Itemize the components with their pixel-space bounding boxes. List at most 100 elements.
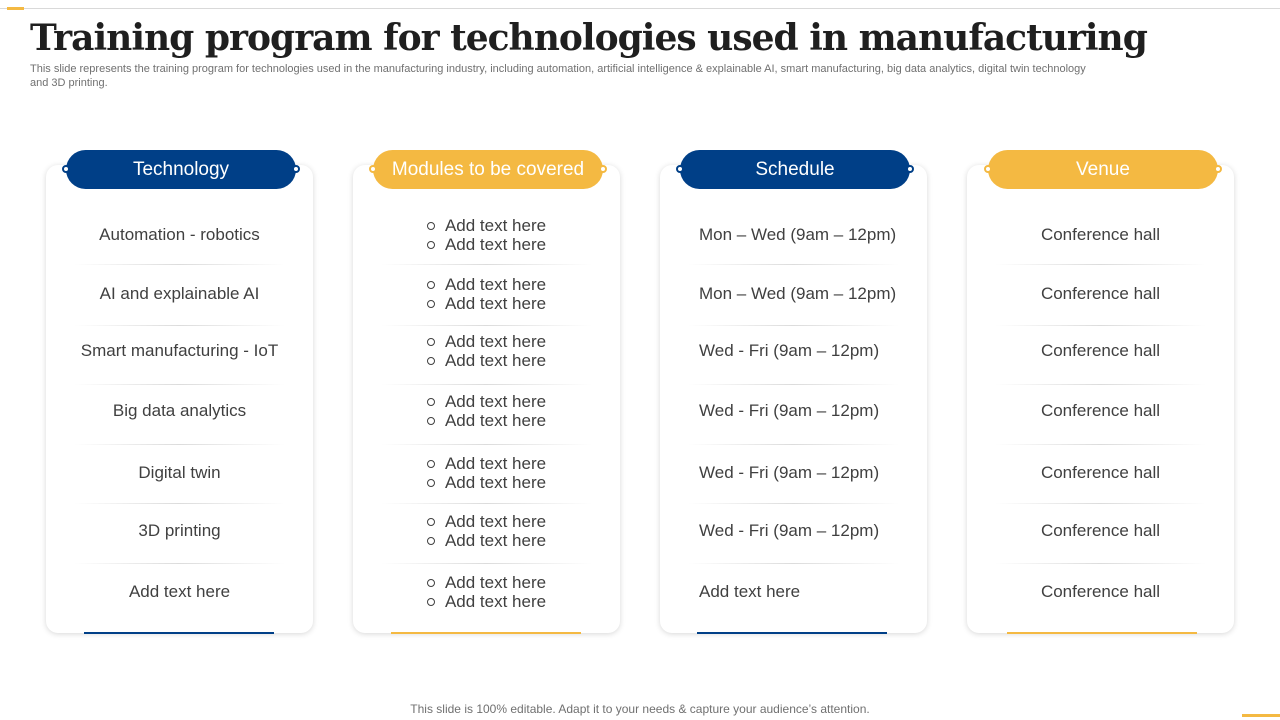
bottom-accent-bar — [1242, 714, 1280, 717]
schedule-row: Wed - Fri (9am – 12pm) — [699, 444, 927, 502]
bullet-item: Add text here — [426, 531, 547, 550]
circle-bullet-icon — [426, 416, 435, 425]
bullet-text: Add text here — [444, 216, 547, 235]
bullet-text: Add text here — [444, 351, 547, 370]
row-divider — [74, 325, 285, 326]
bullet-text: Add text here — [444, 454, 547, 473]
row-divider — [688, 384, 899, 385]
venue-underline — [1007, 632, 1197, 634]
technology-row-text: Digital twin — [138, 463, 221, 482]
header-dot-left — [676, 165, 684, 173]
bullet-list: Add text here Add text here — [426, 392, 547, 430]
row-divider — [995, 563, 1206, 564]
technology-row: Digital twin — [46, 444, 313, 502]
technology-header-label: Technology — [132, 159, 230, 180]
bullet-list: Add text here Add text here — [426, 332, 547, 370]
slide-footer: This slide is 100% editable. Adapt it to… — [410, 702, 870, 716]
modules-row: Add text here Add text here — [353, 206, 620, 264]
modules-row: Add text here Add text here — [353, 444, 620, 502]
bullet-item: Add text here — [426, 473, 546, 492]
row-divider — [688, 264, 899, 265]
modules-row: Add text here Add text here — [353, 322, 620, 380]
bullet-item: Add text here — [426, 216, 547, 235]
schedule-row-text: Wed - Fri (9am – 12pm) — [699, 341, 880, 360]
circle-bullet-icon — [426, 397, 435, 406]
row-divider — [995, 264, 1206, 265]
technology-row-text: 3D printing — [138, 521, 221, 540]
circle-bullet-icon — [426, 337, 435, 346]
bullet-item: Add text here — [426, 573, 547, 592]
technology-row: Smart manufacturing - IoT — [46, 322, 313, 380]
circle-bullet-icon — [426, 578, 435, 587]
slide-title: Training program for technologies used i… — [30, 17, 1148, 59]
row-divider — [381, 444, 592, 445]
bullet-text: Add text here — [444, 411, 547, 430]
bullet-item: Add text here — [426, 351, 547, 370]
row-divider — [995, 325, 1206, 326]
bullet-text: Add text here — [444, 294, 547, 313]
venue-row-text: Conference hall — [1040, 401, 1161, 420]
technology-card — [46, 165, 313, 633]
technology-row-text: Big data analytics — [112, 401, 247, 420]
bullet-text: Add text here — [444, 592, 547, 611]
bullet-text: Add text here — [444, 531, 547, 550]
bullet-text: Add text here — [444, 332, 547, 351]
venue-row: Conference hall — [967, 444, 1234, 502]
bullet-text: Add text here — [444, 573, 547, 592]
bullet-text: Add text here — [444, 392, 547, 411]
circle-bullet-icon — [426, 280, 435, 289]
technology-row-text: AI and explainable AI — [99, 284, 260, 303]
schedule-underline — [697, 632, 887, 634]
row-divider — [995, 444, 1206, 445]
circle-bullet-icon — [426, 221, 435, 230]
schedule-row: Mon – Wed (9am – 12pm) — [699, 206, 927, 264]
circle-bullet-icon — [426, 536, 435, 545]
modules-underline — [391, 632, 581, 634]
venue-row-text: Conference hall — [1040, 341, 1161, 360]
bullet-text: Add text here — [444, 275, 547, 294]
technology-row: Automation - robotics — [46, 206, 313, 264]
technology-row: Big data analytics — [46, 382, 313, 440]
bullet-list: Add text here Add text here — [426, 454, 547, 492]
venue-row: Conference hall — [967, 502, 1234, 560]
schedule-row: Wed - Fri (9am – 12pm) — [699, 382, 927, 440]
modules-header-label: Modules to be covered — [391, 159, 585, 180]
bullet-item: Add text here — [426, 332, 547, 351]
header-dot-right — [906, 165, 914, 173]
bullet-list: Add text here Add text here — [426, 573, 547, 611]
header-dot-right — [1214, 165, 1222, 173]
circle-bullet-icon — [426, 356, 435, 365]
technology-row-text: Automation - robotics — [99, 225, 260, 244]
circle-bullet-icon — [426, 597, 435, 606]
modules-row: Add text here Add text here — [353, 502, 620, 560]
venue-row: Conference hall — [967, 322, 1234, 380]
schedule-row-text: Add text here — [699, 582, 801, 601]
technology-row: 3D printing — [46, 502, 313, 560]
bullet-item: Add text here — [426, 235, 546, 254]
row-divider — [688, 563, 899, 564]
slide-subtitle: This slide represents the training progr… — [30, 63, 1086, 89]
bullet-item: Add text here — [426, 592, 547, 611]
technology-row: AI and explainable AI — [46, 265, 313, 323]
venue-row-text: Conference hall — [1040, 225, 1161, 244]
bullet-list: Add text here Add text here — [426, 216, 547, 254]
bullet-item: Add text here — [426, 275, 547, 294]
top-accent-bar — [7, 7, 24, 10]
header-dot-right — [599, 165, 607, 173]
modules-header: Modules to be covered — [369, 150, 607, 189]
schedule-row: Wed - Fri (9am – 12pm) — [699, 502, 927, 560]
schedule-row: Mon – Wed (9am – 12pm) — [699, 265, 927, 323]
row-divider — [381, 503, 592, 504]
row-divider — [381, 384, 592, 385]
venue-header: Venue — [984, 150, 1222, 189]
schedule-row: Add text here — [699, 563, 927, 621]
bullet-list: Add text here Add text here — [426, 275, 547, 313]
header-dot-right — [292, 165, 300, 173]
venue-row: Conference hall — [967, 382, 1234, 440]
venue-row: Conference hall — [967, 265, 1234, 323]
schedule-row-text: Wed - Fri (9am – 12pm) — [699, 521, 880, 540]
schedule-row-text: Mon – Wed (9am – 12pm) — [699, 225, 897, 244]
row-divider — [381, 264, 592, 265]
schedule-card — [660, 165, 927, 633]
modules-row: Add text here Add text here — [353, 563, 620, 621]
